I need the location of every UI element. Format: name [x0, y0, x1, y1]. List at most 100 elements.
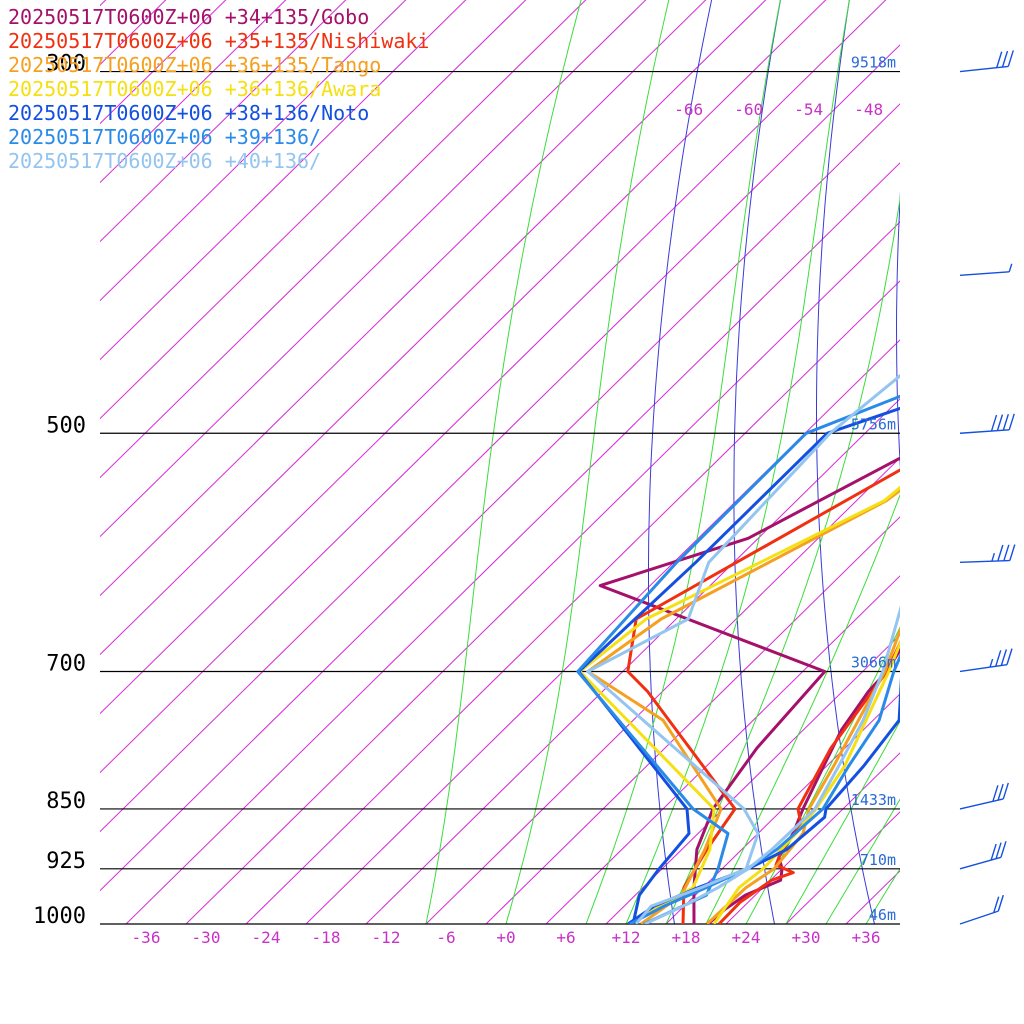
temperature-line — [644, 605, 900, 924]
wind-barbs — [959, 50, 1016, 925]
wind-barb — [959, 413, 1015, 434]
wind-barb — [959, 544, 1016, 564]
isotherm-line — [485, 516, 900, 924]
x-tick-label: +0 — [496, 928, 515, 947]
pressure-label-700: 700 — [46, 651, 86, 676]
wind-barb-staff — [959, 65, 1009, 73]
x-tick-label: -24 — [252, 928, 281, 947]
wind-barb — [959, 263, 1013, 276]
wind-barb-flag — [996, 51, 1003, 68]
wind-barb-flag — [997, 544, 1004, 562]
wind-barb — [959, 841, 1007, 870]
wind-barb-flag — [1009, 544, 1016, 561]
pressure-label-925: 925 — [46, 849, 86, 874]
wind-barb-flag — [995, 650, 1002, 667]
isotherm-line — [100, 0, 767, 656]
isotherm-line — [245, 280, 900, 924]
wind-barb-flag — [993, 896, 1000, 913]
height-label-500: 5756m — [851, 415, 896, 433]
wind-barb-flag — [990, 414, 998, 432]
isotherm-line — [100, 0, 827, 715]
dewpoint-line — [578, 485, 900, 924]
height-label-300: 9518m — [851, 54, 896, 72]
legend-entry: 20250517T0600Z+06 +39+136/ — [8, 125, 321, 149]
wind-barb-flag — [995, 842, 1002, 859]
isotherm-line — [425, 457, 900, 924]
series-lines — [576, 373, 900, 924]
wind-barb-staff — [959, 271, 1010, 276]
x-tick-label: -6 — [436, 928, 455, 947]
isobar-lines — [100, 70, 900, 925]
wind-barb-flag — [1002, 413, 1009, 431]
x-tick-label: +36 — [852, 928, 881, 947]
height-label-850: 1433m — [851, 791, 896, 809]
wind-barb-staff — [959, 429, 1010, 434]
legend-entry: 20250517T0600Z+06 +38+136/Noto — [8, 101, 369, 125]
upper-temp-label: -60 — [734, 100, 763, 119]
wind-barb-half-flag — [989, 658, 994, 668]
wind-barb — [959, 894, 1004, 925]
pressure-label-500: 500 — [46, 413, 86, 438]
wind-barb-half-flag — [991, 553, 996, 562]
temperature-line — [705, 626, 900, 924]
wind-barb-staff — [959, 559, 1010, 564]
legend: 20250517T0600Z+06 +34+135/Gobo20250517T0… — [8, 5, 429, 173]
temperature-line — [627, 676, 900, 924]
dewpoint-line — [598, 456, 900, 924]
upper-temp-label: -66 — [674, 100, 703, 119]
x-tick-label: -12 — [372, 928, 401, 947]
wind-barb-flag — [1001, 50, 1009, 68]
wind-barb-flag — [997, 894, 1004, 912]
isotherm-line — [100, 0, 887, 774]
pressure-label-1000: 1000 — [33, 904, 86, 929]
height-label-700: 3066m — [851, 653, 896, 671]
dewpoint-line — [576, 394, 900, 924]
wind-barb-flag — [1006, 648, 1013, 665]
wind-barb-flag — [1000, 841, 1007, 858]
wind-barb-staff — [959, 910, 999, 925]
wind-barb-flag — [1003, 544, 1010, 562]
x-tick-label: +6 — [556, 928, 575, 947]
wind-barb-flag — [1000, 649, 1008, 666]
dewpoint-line — [577, 406, 900, 924]
height-label-1000: 46m — [869, 906, 896, 924]
isotherm-line — [185, 221, 900, 924]
legend-entry: 20250517T0600Z+06 +36+135/Tango — [8, 53, 381, 77]
pressure-label-300: 300 — [46, 52, 86, 77]
dry-adiabat-line — [816, 0, 876, 924]
wind-barb-staff — [959, 663, 1008, 673]
wind-barb-half-flag — [1008, 263, 1013, 273]
isotherm-line — [100, 44, 900, 833]
temperature-line — [629, 653, 900, 924]
legend-entry: 20250517T0600Z+06 +35+135/Nishiwaki — [8, 29, 429, 53]
wind-barb — [959, 648, 1013, 673]
wind-barb-flag — [1002, 782, 1009, 800]
dewpoint-line — [586, 488, 900, 924]
isotherm-line — [100, 0, 707, 597]
x-tick-label: -18 — [312, 928, 341, 947]
x-tick-label: +30 — [792, 928, 821, 947]
legend-entry: 20250517T0600Z+06 +34+135/Gobo — [8, 5, 369, 29]
wind-barb-flag — [1007, 50, 1014, 67]
legend-entry: 20250517T0600Z+06 +36+136/Awara — [8, 77, 381, 101]
x-tick-label: +18 — [672, 928, 701, 947]
upper-temp-label: -54 — [794, 100, 823, 119]
wind-barb — [959, 782, 1009, 810]
wind-barb-flag — [997, 783, 1004, 801]
legend-entry: 20250517T0600Z+06 +40+136/ — [8, 149, 321, 173]
x-tick-label: +24 — [732, 928, 761, 947]
x-tick-label: -36 — [132, 928, 161, 947]
axis-labels: 10016516m15014019m20012221m25010769m3009… — [33, 52, 896, 947]
wind-barb-staff — [959, 856, 1002, 870]
wind-barb-flag — [990, 843, 997, 861]
dry-adiabat-line — [733, 0, 781, 924]
isotherm-line — [125, 162, 900, 924]
wind-barb-flag — [1008, 413, 1015, 430]
wind-barb-staff — [959, 798, 1004, 810]
pressure-label-850: 850 — [46, 789, 86, 814]
upper-temp-label: -48 — [854, 100, 883, 119]
dewpoint-line — [586, 373, 900, 924]
x-tick-label: -30 — [192, 928, 221, 947]
